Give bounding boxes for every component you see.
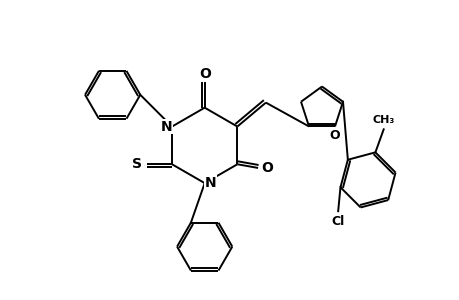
Text: O: O bbox=[198, 67, 210, 81]
Text: N: N bbox=[204, 176, 216, 190]
Text: O: O bbox=[329, 129, 340, 142]
Text: O: O bbox=[261, 161, 273, 175]
Text: N: N bbox=[160, 119, 172, 134]
Text: S: S bbox=[131, 157, 141, 171]
Text: Cl: Cl bbox=[331, 215, 344, 228]
Text: CH₃: CH₃ bbox=[372, 115, 394, 125]
